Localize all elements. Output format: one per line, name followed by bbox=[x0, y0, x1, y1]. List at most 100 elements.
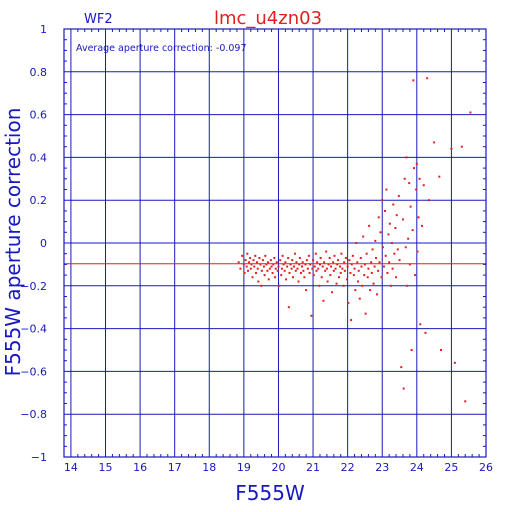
data-point bbox=[296, 267, 299, 270]
data-point bbox=[279, 259, 282, 262]
data-point bbox=[305, 259, 308, 262]
data-point bbox=[395, 214, 398, 217]
data-point bbox=[264, 254, 267, 257]
data-point bbox=[252, 259, 255, 262]
data-point bbox=[392, 203, 395, 206]
y-tick-label: 1 bbox=[40, 23, 47, 36]
y-tick-label: 0.4 bbox=[30, 151, 48, 164]
data-point bbox=[352, 274, 355, 277]
x-tick-label: 19 bbox=[237, 461, 251, 474]
data-point bbox=[280, 267, 283, 270]
data-point bbox=[334, 267, 337, 270]
y-tick-label: 0 bbox=[40, 237, 47, 250]
data-point bbox=[333, 254, 336, 257]
data-point bbox=[295, 261, 298, 264]
data-point bbox=[330, 265, 333, 268]
data-point bbox=[304, 263, 307, 266]
data-point bbox=[391, 267, 394, 270]
x-tick-label: 24 bbox=[410, 461, 424, 474]
data-point bbox=[303, 276, 306, 279]
y-tick-label: −1 bbox=[31, 451, 47, 464]
data-point bbox=[350, 263, 353, 266]
data-point bbox=[438, 175, 441, 178]
data-point bbox=[460, 145, 463, 148]
data-point bbox=[383, 209, 386, 212]
data-point bbox=[375, 256, 378, 259]
data-point bbox=[336, 263, 339, 266]
data-point bbox=[291, 276, 294, 279]
data-point bbox=[350, 319, 353, 322]
x-tick-label: 18 bbox=[202, 461, 216, 474]
x-tick-label: 15 bbox=[99, 461, 113, 474]
data-point bbox=[298, 256, 301, 259]
data-point bbox=[358, 297, 361, 300]
data-point bbox=[353, 267, 356, 270]
data-point bbox=[373, 265, 376, 268]
data-point bbox=[258, 256, 261, 259]
data-point bbox=[243, 271, 246, 274]
chart-title: lmc_u4zn03 bbox=[214, 8, 322, 29]
data-point bbox=[256, 261, 259, 264]
x-tick-label: 16 bbox=[133, 461, 147, 474]
data-point bbox=[312, 259, 315, 262]
x-tick-label: 14 bbox=[64, 461, 78, 474]
data-point bbox=[274, 267, 277, 270]
data-point bbox=[251, 276, 254, 279]
data-point bbox=[400, 366, 403, 369]
data-point bbox=[382, 265, 385, 268]
data-point bbox=[355, 242, 358, 244]
data-point bbox=[424, 331, 427, 334]
data-point bbox=[300, 265, 303, 268]
data-point bbox=[277, 265, 280, 268]
data-point bbox=[363, 274, 366, 277]
data-point bbox=[267, 261, 270, 264]
data-point bbox=[327, 263, 330, 266]
data-point bbox=[318, 284, 321, 287]
data-point bbox=[320, 276, 323, 279]
data-point bbox=[339, 271, 342, 274]
data-point bbox=[415, 162, 418, 165]
data-point bbox=[323, 261, 326, 264]
data-point bbox=[237, 261, 240, 264]
data-point bbox=[302, 269, 305, 272]
data-point bbox=[273, 256, 276, 259]
data-point bbox=[403, 177, 406, 180]
data-point bbox=[294, 252, 297, 255]
data-point bbox=[262, 265, 265, 268]
data-point bbox=[282, 263, 285, 266]
data-point bbox=[426, 77, 429, 80]
data-point bbox=[341, 267, 344, 270]
data-point bbox=[380, 276, 383, 279]
data-point bbox=[261, 259, 264, 262]
data-point bbox=[294, 269, 297, 272]
data-point bbox=[398, 259, 401, 262]
data-point bbox=[310, 314, 313, 317]
plot-frame bbox=[63, 28, 487, 458]
data-point bbox=[393, 252, 396, 255]
data-point bbox=[342, 284, 345, 287]
data-point bbox=[360, 265, 363, 268]
data-point bbox=[248, 261, 251, 264]
data-point bbox=[325, 250, 328, 253]
data-point bbox=[329, 274, 332, 277]
data-point bbox=[343, 261, 346, 264]
data-point bbox=[357, 280, 360, 283]
data-point bbox=[315, 269, 318, 272]
data-point bbox=[377, 216, 380, 219]
data-point bbox=[419, 323, 422, 326]
data-point bbox=[359, 256, 362, 259]
data-point bbox=[407, 237, 410, 240]
data-point bbox=[245, 265, 248, 268]
data-point bbox=[278, 284, 281, 287]
data-point bbox=[285, 278, 288, 281]
data-point bbox=[253, 265, 256, 268]
data-point bbox=[369, 289, 372, 292]
data-point bbox=[308, 271, 311, 274]
data-point bbox=[440, 349, 443, 351]
data-point bbox=[284, 261, 287, 264]
data-point bbox=[348, 259, 351, 262]
data-point bbox=[345, 278, 348, 281]
data-point bbox=[268, 267, 271, 270]
data-point bbox=[241, 254, 244, 257]
data-point bbox=[385, 188, 388, 191]
